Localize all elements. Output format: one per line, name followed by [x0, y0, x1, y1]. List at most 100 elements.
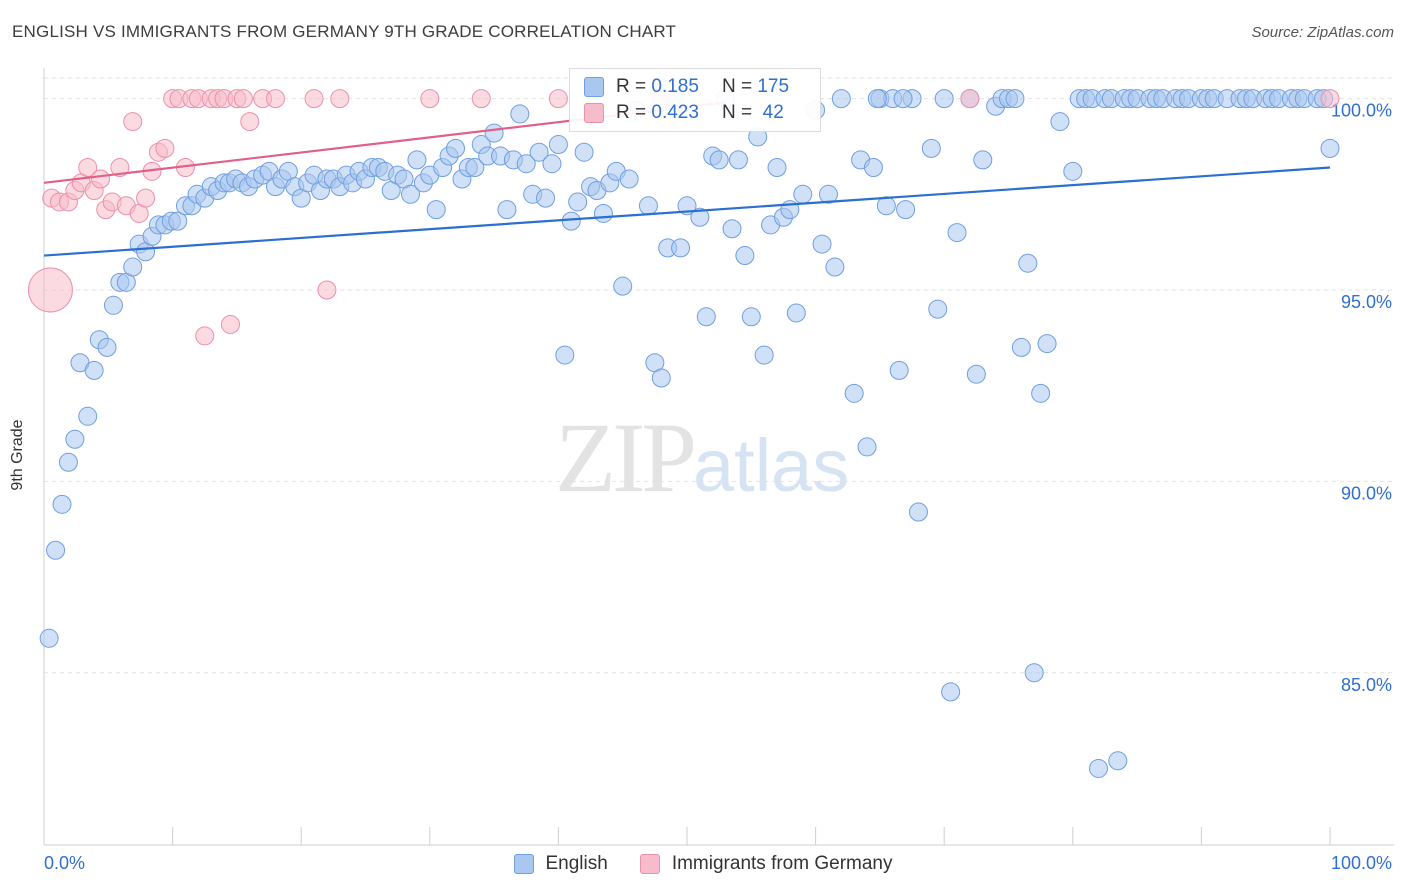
english-point: [497, 200, 517, 220]
english-point: [876, 196, 896, 216]
english-point: [555, 345, 575, 365]
english-point: [889, 360, 909, 380]
english-point: [818, 184, 838, 204]
english-point: [561, 211, 581, 231]
english-point: [831, 89, 851, 109]
english-point: [696, 307, 716, 327]
germany-point: [330, 89, 350, 109]
english-point: [1108, 751, 1128, 771]
english-point: [426, 200, 446, 220]
english-point: [947, 223, 967, 243]
english-point: [651, 368, 671, 388]
english-trendline: [43, 166, 1331, 257]
germany-point: [960, 89, 980, 109]
germany-point: [91, 169, 111, 189]
germany-point: [195, 326, 215, 346]
english-point: [966, 364, 986, 384]
y-tick-label: 100.0%: [1331, 101, 1392, 121]
english-point: [741, 307, 761, 327]
english-point: [1011, 337, 1031, 357]
english-point: [690, 207, 710, 227]
x-tick-label: 0.0%: [44, 853, 85, 873]
english-point: [921, 138, 941, 158]
germany-point: [136, 188, 156, 208]
legend-label-english: English: [545, 853, 608, 874]
english-point: [767, 158, 787, 178]
english-point: [709, 150, 729, 170]
chart-title: ENGLISH VS IMMIGRANTS FROM GERMANY 9TH G…: [12, 22, 677, 41]
y-tick-label: 85.0%: [1341, 675, 1392, 695]
legend-label-germany: Immigrants from Germany: [671, 853, 893, 874]
english-point: [58, 452, 78, 472]
germany-point: [233, 89, 253, 109]
n-label: N =: [721, 102, 753, 123]
stats-row-germany: R = 0.423 N = 42: [584, 101, 784, 125]
english-point: [867, 89, 887, 109]
germany-point: [471, 89, 491, 109]
english-point: [928, 299, 948, 319]
english-point: [84, 360, 104, 380]
english-point: [812, 234, 832, 254]
english-point: [844, 383, 864, 403]
stats-legend: R = 0.185 N = 175 R = 0.423 N = 42: [569, 68, 821, 132]
english-point: [941, 682, 961, 702]
english-point: [510, 104, 530, 124]
germany-point: [123, 112, 143, 132]
english-point: [407, 150, 427, 170]
english-point: [1050, 112, 1070, 132]
germany-point: [155, 138, 175, 158]
english-point: [39, 628, 59, 648]
english-point: [574, 142, 594, 162]
r-value-germany: 0.423: [651, 102, 699, 123]
y-tick-label: 90.0%: [1341, 483, 1392, 503]
english-point: [735, 246, 755, 266]
english-point: [786, 303, 806, 323]
watermark-zip: ZIP: [555, 402, 697, 513]
legend-item-germany[interactable]: Immigrants from Germany: [639, 853, 893, 875]
english-point: [1037, 334, 1057, 354]
english-point: [934, 89, 954, 109]
germany-point: [317, 280, 337, 300]
r-value-english: 0.185: [651, 76, 699, 97]
english-point: [825, 257, 845, 277]
english-legend-swatch: [513, 854, 534, 874]
r-label: R =: [616, 76, 647, 97]
english-point: [46, 540, 66, 560]
english-point: [1320, 138, 1340, 158]
germany-point: [548, 89, 568, 109]
english-point: [52, 494, 72, 514]
english-point: [893, 89, 913, 109]
germany-point: [110, 158, 130, 178]
english-point: [638, 196, 658, 216]
watermark-atlas: atlas: [693, 424, 850, 507]
legend-item-english[interactable]: English: [513, 853, 608, 875]
english-point: [103, 295, 123, 315]
english-point: [516, 154, 536, 174]
germany-point: [78, 158, 98, 178]
y-tick-label: 95.0%: [1341, 292, 1392, 312]
english-point: [1018, 253, 1038, 273]
germany-point: [265, 89, 285, 109]
germany-point: [220, 314, 240, 334]
english-point: [548, 135, 568, 155]
germany-point: [240, 112, 260, 132]
english-point: [465, 158, 485, 178]
english-point: [529, 142, 549, 162]
stats-row-english: R = 0.185 N = 175: [584, 75, 789, 99]
source-note[interactable]: Source: ZipAtlas.com: [1251, 24, 1394, 41]
english-point: [78, 406, 98, 426]
english-point: [722, 219, 742, 239]
n-value-english: 175: [757, 76, 790, 97]
english-point: [619, 169, 639, 189]
english-point: [1005, 89, 1025, 109]
english-point: [973, 150, 993, 170]
r-label: R =: [616, 102, 647, 123]
germany-point: [420, 89, 440, 109]
english-point: [896, 200, 916, 220]
series-legend: English Immigrants from Germany: [0, 850, 1406, 878]
english-point: [123, 257, 143, 277]
english-point: [728, 150, 748, 170]
english-point: [65, 429, 85, 449]
english-point: [1063, 161, 1083, 181]
